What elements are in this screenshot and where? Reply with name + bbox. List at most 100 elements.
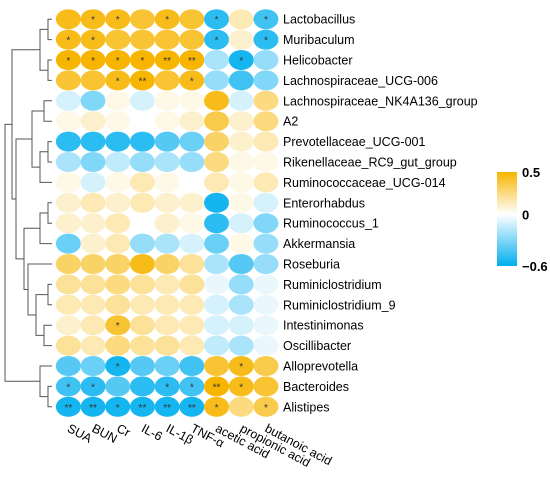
heatmap-cell (253, 111, 279, 132)
heatmap-cell (204, 213, 230, 234)
heatmap-cell (253, 90, 279, 111)
heatmap-cell (154, 29, 180, 50)
significance-mark: * (66, 56, 70, 67)
heatmap-cell (228, 172, 254, 193)
heatmap-cell (253, 335, 279, 356)
heatmap-cell (80, 213, 106, 234)
significance-mark: ** (188, 403, 196, 414)
heatmap-cell (154, 294, 180, 315)
heatmap-cell (80, 315, 106, 336)
significance-mark: * (190, 76, 194, 87)
heatmap-cell (179, 213, 205, 234)
heatmap-cell (179, 131, 205, 152)
heatmap-cell (179, 172, 205, 193)
dendrogram-branch (23, 227, 40, 290)
heatmap-cell (228, 192, 254, 213)
heatmap-cell (179, 274, 205, 295)
dendrogram-branch (47, 18, 52, 41)
heatmap-cell (129, 315, 155, 336)
row-label: Alistipes (283, 400, 330, 414)
heatmap-cell (129, 294, 155, 315)
significance-mark: * (116, 362, 120, 373)
heatmap-cell (129, 213, 155, 234)
dendrogram-branch (47, 283, 52, 306)
heatmap-cell (129, 274, 155, 295)
heatmap-cell (154, 152, 180, 172)
row-label: Enterorhabdus (283, 196, 365, 210)
significance-mark: * (91, 56, 95, 67)
heatmap-cell (253, 9, 279, 30)
heatmap-cell (179, 233, 205, 254)
heatmap-cell (105, 213, 131, 234)
colorbar-tick-label: 0 (522, 208, 529, 223)
heatmap-cell (55, 172, 81, 193)
heatmap-cell (204, 9, 230, 30)
dendrogram-branch (39, 28, 48, 71)
dendrogram-branch (43, 324, 52, 347)
heatmap-cell (105, 192, 131, 213)
heatmap-cell (253, 192, 279, 213)
significance-mark: ** (213, 382, 221, 393)
row-label: A2 (283, 115, 298, 129)
significance-mark: ** (163, 56, 171, 67)
heatmap-cell (253, 172, 279, 193)
colorbar-tick-label: −0.6 (522, 259, 548, 274)
heatmap-cell (80, 274, 106, 295)
heatmap-cell (105, 254, 131, 274)
heatmap-cell (129, 233, 155, 254)
heatmap-cell (228, 131, 254, 152)
heatmap-cell (80, 294, 106, 315)
significance-mark: * (116, 15, 120, 26)
heatmap-cell (55, 90, 81, 111)
heatmap-cell (179, 70, 205, 91)
row-labels: Lactobacillus Muribaculum Helicobacter Lach… (283, 13, 478, 415)
heatmap-cell (228, 152, 254, 172)
heatmap-cell (129, 152, 155, 172)
significance-mark: * (165, 382, 169, 393)
heatmap-cell (228, 50, 254, 70)
heatmap-cell (228, 294, 254, 315)
row-dendrogram (4, 18, 52, 408)
significance-mark: ** (188, 56, 196, 67)
heatmap-cell (129, 29, 155, 50)
significance-mark: * (91, 15, 95, 26)
heatmap-cell (55, 9, 81, 30)
heatmap-cell (154, 9, 180, 30)
heatmap-cell (179, 9, 205, 30)
heatmap-cell (228, 274, 254, 295)
heatmap-cell (228, 70, 254, 91)
heatmap-cell (80, 376, 106, 397)
significance-mark: * (239, 362, 243, 373)
heatmap-cell (55, 356, 81, 376)
heatmap-cell (204, 315, 230, 336)
heatmap-cell (204, 50, 230, 70)
heatmap-cell (55, 152, 81, 172)
significance-mark: * (264, 36, 268, 47)
heatmap-cell (129, 356, 155, 376)
significance-mark: * (190, 382, 194, 393)
heatmap-cell (228, 315, 254, 336)
heatmap-cell (179, 396, 205, 417)
significance-mark: * (116, 321, 120, 332)
heatmap-cell (154, 50, 180, 70)
row-label: Ruminococcus_1 (283, 217, 379, 231)
heatmap-cell (80, 152, 106, 172)
heatmap-cell (129, 335, 155, 356)
heatmap-cell (105, 274, 131, 295)
heatmap-cell (80, 396, 106, 417)
heatmap-cell (55, 70, 81, 91)
heatmap-cell (154, 274, 180, 295)
dendrogram-branch (47, 202, 52, 224)
heatmap-cell (105, 356, 131, 376)
dendrogram-branch (39, 212, 52, 245)
heatmap-cell (228, 9, 254, 30)
heatmap-cell (179, 254, 205, 274)
heatmap-cell (204, 111, 230, 132)
heatmap-cell (204, 396, 230, 417)
heatmap-cell (105, 294, 131, 315)
heatmap-cell (204, 254, 230, 274)
heatmap-cell (154, 254, 180, 274)
dendrogram-branch (47, 141, 52, 163)
column-label: Cr (114, 421, 132, 440)
